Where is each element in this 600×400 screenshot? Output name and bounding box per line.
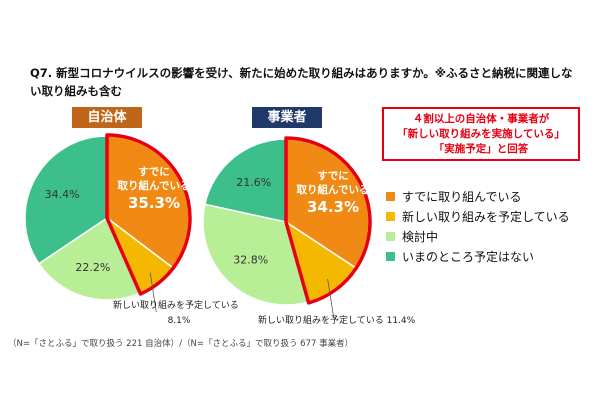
biz-value-considering: 32.8% [233,253,268,266]
highlight-callout: ４割以上の自治体・事業者が 「新しい取り組みを実施している」 「実施予定」と回答 [382,107,580,161]
local-slice-caption-line-1: すでに [138,166,170,178]
local-slice-no-plan [24,135,108,265]
biz-value-already: 34.3% [307,198,359,216]
biz-slice-considering [202,203,310,306]
question-line-2: い取り組みも含む [30,84,122,98]
local-government-label: 自治体 [72,107,142,128]
question-line-1: Q7. 新型コロナウイルスの影響を受け、新たに始めた取り組みはありますか。※ふる… [30,66,573,80]
biz-slice-caption-line-1: すでに [317,170,349,182]
biz-highlight-outline [284,136,372,305]
local-slice-caption-line-2: 取り組んでいる [118,179,191,192]
local-value-already: 35.3% [128,194,180,212]
legend-swatch-lightgreen [386,231,395,241]
legend-label-no-plan: いまのところ予定はない [402,249,535,264]
callout-line-1: ４割以上の自治体・事業者が [412,113,550,125]
local-planned-callout-label: 新しい取り組みを予定している [113,299,239,311]
callout-line-2: 「新しい取り組みを実施している」 [397,128,565,140]
legend-item-no-plan: いまのところ予定はない [386,246,570,266]
footnote: （N=「さとふる」で取り扱う 221 自治体）/（N=「さとふる」で取り扱う 6… [8,339,354,349]
local-value-no-plan: 34.4% [45,188,80,201]
legend-label-already: すでに取り組んでいる [402,189,522,204]
local-leader-line [149,272,157,313]
chart-legend: すでに取り組んでいる 新しい取り組みを予定している 検討中 いまのところ予定はな… [386,186,570,266]
legend-item-already: すでに取り組んでいる [386,186,570,206]
legend-item-planned: 新しい取り組みを予定している [386,206,570,226]
legend-label-planned: 新しい取り組みを予定している [402,209,570,224]
business-label: 事業者 [252,107,322,128]
biz-slice-caption-line-2: 取り組んでいる [297,183,370,196]
local-highlight-outline [105,133,192,296]
biz-planned-callout-label: 新しい取り組みを予定している 11.4% [258,314,416,326]
legend-swatch-yellow [386,211,395,221]
legend-swatch-teal [386,251,395,261]
legend-swatch-orange [386,191,395,201]
local-value-planned: 8.1% [168,316,191,326]
question-text: Q7. 新型コロナウイルスの影響を受け、新たに始めた取り組みはありますか。※ふる… [30,64,575,100]
legend-label-considering: 検討中 [402,229,439,244]
callout-line-3: 「実施予定」と回答 [433,143,529,155]
biz-leader-line [327,278,335,318]
local-value-considering: 22.2% [75,261,110,274]
biz-value-no-plan: 21.6% [236,176,271,189]
legend-item-considering: 検討中 [386,226,570,246]
biz-slice-no-plan [204,138,287,223]
